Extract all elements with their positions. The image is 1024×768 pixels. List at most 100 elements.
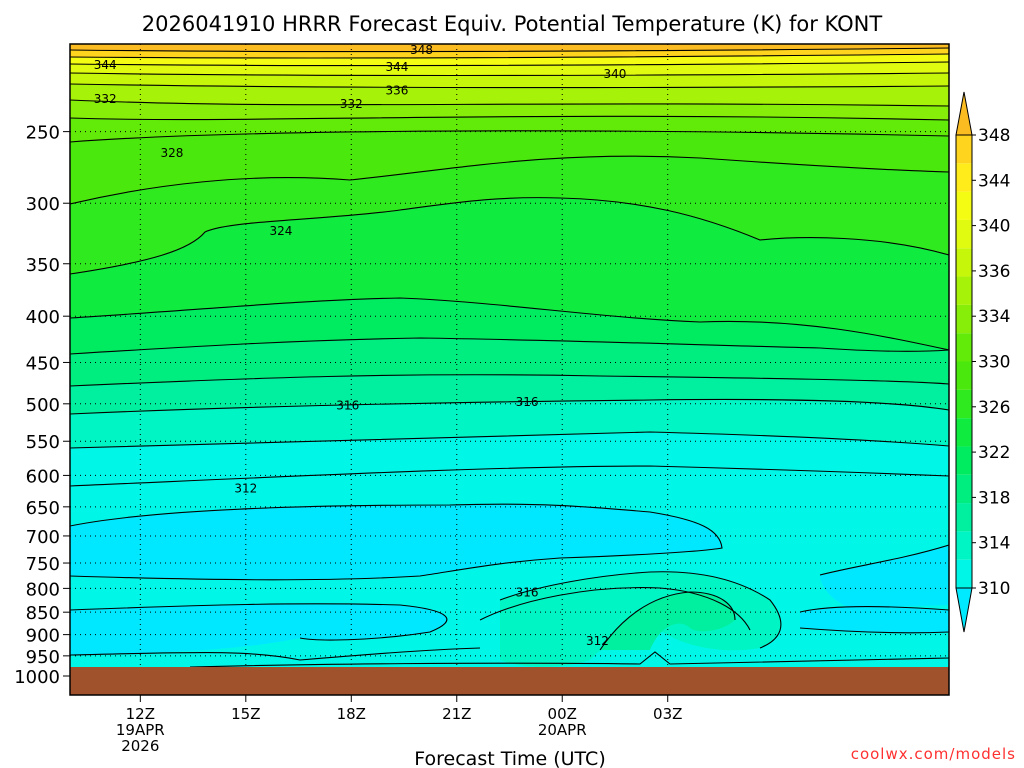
colorbar-segment xyxy=(956,304,972,334)
contour-line xyxy=(70,503,723,581)
colorbar: 310 314 318 322 326 330 334 336 340 344 348 xyxy=(955,91,1010,633)
contour-line xyxy=(70,197,949,275)
contour-line xyxy=(70,465,949,487)
colorbar-segment xyxy=(956,276,972,305)
x-tick-label: 21Z xyxy=(442,705,471,723)
y-tick-label: 300 xyxy=(26,194,60,215)
chart-title: 2026041910 HRRR Forecast Equiv. Potentia… xyxy=(142,12,883,36)
plot-area xyxy=(70,44,949,695)
contour-label: 336 xyxy=(386,83,409,97)
contour-label: 316 xyxy=(336,398,359,412)
x-tick-label: 03Z xyxy=(653,705,682,723)
colorbar-segment xyxy=(956,248,972,277)
colorbar-segment xyxy=(956,531,972,560)
colorbar-label: 322 xyxy=(978,443,1010,463)
contour-line xyxy=(599,591,736,651)
band-310-upper xyxy=(820,545,949,608)
colorbar-label: 310 xyxy=(978,579,1010,599)
plot-border xyxy=(69,43,950,696)
colorbar-segment xyxy=(956,191,972,220)
y-tick-label: 450 xyxy=(26,353,60,374)
contour-line xyxy=(70,115,949,121)
contour-line xyxy=(70,130,949,143)
contour-label: 324 xyxy=(270,224,293,238)
colorbar-segment xyxy=(956,135,972,164)
contour-line xyxy=(70,603,448,641)
colorbar-label: 326 xyxy=(978,398,1010,418)
x-tick-label: 20APR xyxy=(538,721,587,739)
colorbar-label: 336 xyxy=(978,262,1010,282)
colorbar-arrow-top xyxy=(955,91,973,136)
y-tick-label: 600 xyxy=(26,466,60,487)
band-warm-core xyxy=(600,592,735,650)
contour-line xyxy=(70,83,949,89)
x-tick-label: 18Z xyxy=(337,705,366,723)
contour-label: 348 xyxy=(410,43,433,57)
contour-line xyxy=(70,72,949,77)
y-tick-label: 550 xyxy=(26,432,60,453)
contour-line xyxy=(70,398,949,415)
colorbar-segment xyxy=(956,219,972,249)
contour-line xyxy=(819,544,949,576)
contour-line xyxy=(70,53,949,59)
contour-label: 316 xyxy=(516,585,539,599)
contour-label: 316 xyxy=(516,395,539,409)
contour-label: 332 xyxy=(94,92,117,106)
y-tick-label: 650 xyxy=(26,498,60,519)
colorbar-label: 330 xyxy=(978,353,1010,373)
y-tick-label: 500 xyxy=(26,395,60,416)
y-tick-label: 700 xyxy=(26,527,60,548)
surface-terrain xyxy=(70,667,949,695)
contour-label: 344 xyxy=(386,60,409,74)
y-axis: 2503003504004505005506006507007508008509… xyxy=(14,123,70,688)
contour-line xyxy=(479,587,751,631)
contour-label: 328 xyxy=(161,146,184,160)
band-310-lower xyxy=(70,603,447,655)
colorbar-label: 348 xyxy=(978,126,1010,146)
y-tick-label: 250 xyxy=(26,123,60,144)
contour-line xyxy=(70,647,481,661)
colorbar-segment xyxy=(956,163,972,192)
colorbar-segment xyxy=(956,559,972,588)
watermark[interactable]: coolwx.com/models xyxy=(851,745,1016,763)
contour-line xyxy=(799,605,949,613)
contour-label: 312 xyxy=(234,481,257,495)
contour-line xyxy=(70,374,949,387)
colorbar-segment xyxy=(956,333,972,362)
colorbar-label: 340 xyxy=(978,217,1010,237)
contour-line xyxy=(499,571,782,649)
y-tick-label: 900 xyxy=(26,626,60,647)
contour-line xyxy=(70,297,949,351)
x-tick-label: 2026 xyxy=(121,737,159,755)
colorbar-label: 318 xyxy=(978,488,1010,508)
colorbar-label: 344 xyxy=(978,171,1010,191)
colorbar-segment xyxy=(956,503,972,532)
x-axis-label: Forecast Time (UTC) xyxy=(414,748,605,768)
y-tick-label: 800 xyxy=(26,579,60,600)
contour-line xyxy=(189,651,949,668)
contour-line xyxy=(799,627,949,634)
contour-label: 340 xyxy=(604,67,627,81)
band-310-right xyxy=(800,606,949,633)
colorbar-label: 334 xyxy=(978,307,1010,327)
y-tick-label: 850 xyxy=(26,603,60,624)
colorbar-segment xyxy=(956,418,972,447)
colorbar-segment xyxy=(956,389,972,419)
colorbar-label: 314 xyxy=(978,534,1010,554)
grid xyxy=(70,44,949,695)
colorbar-segment xyxy=(956,361,972,390)
contour-label: 312 xyxy=(586,634,609,648)
y-tick-label: 350 xyxy=(26,255,60,276)
y-tick-label: 400 xyxy=(26,307,60,328)
colorbar-segment xyxy=(956,474,972,504)
band-312 xyxy=(70,504,722,580)
colorbar-arrow-bottom xyxy=(955,587,973,633)
contour-line xyxy=(70,99,949,107)
x-tick-label: 00Z xyxy=(548,705,577,723)
contour-line xyxy=(70,47,949,53)
contour-line xyxy=(70,337,949,355)
contour-label: 344 xyxy=(94,58,117,72)
colorbar-segment xyxy=(956,446,972,475)
